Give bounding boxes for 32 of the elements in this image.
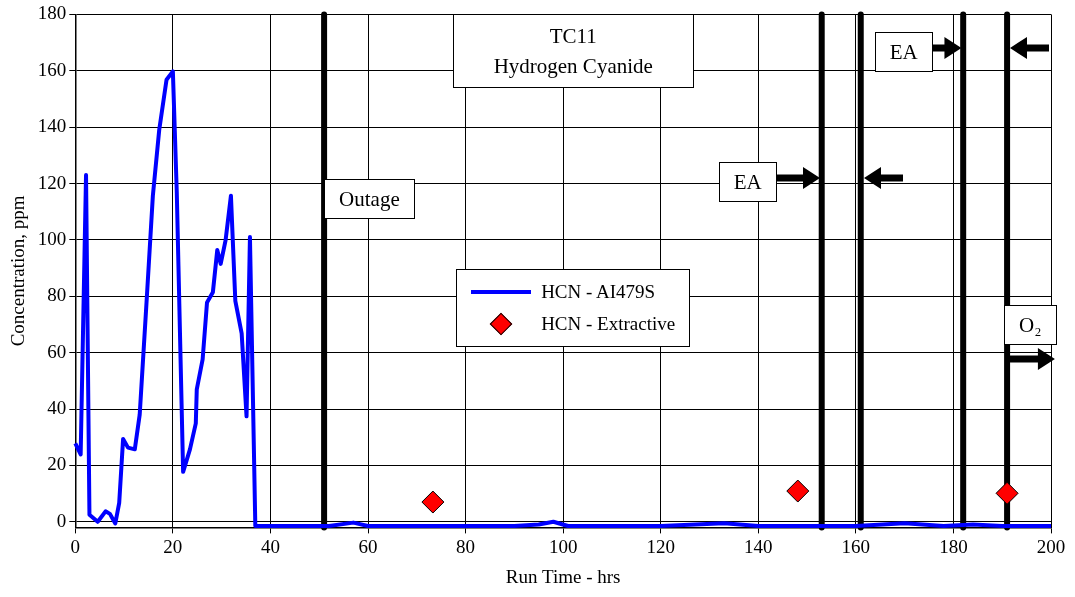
x-tick-label: 140 bbox=[744, 535, 773, 557]
x-axis-title: Run Time - hrs bbox=[505, 565, 621, 587]
x-tick-label: 60 bbox=[358, 535, 378, 557]
legend-label: HCN - AI479S bbox=[541, 280, 656, 303]
y-tick-label: 100 bbox=[37, 227, 67, 249]
y-tick-label: 40 bbox=[47, 397, 67, 418]
x-tick-label: 0 bbox=[70, 535, 81, 557]
x-tick-label: 80 bbox=[456, 535, 476, 557]
y-tick-label: 60 bbox=[47, 340, 67, 362]
x-tick-label: 20 bbox=[163, 535, 183, 557]
x-tick-label: 200 bbox=[1036, 535, 1066, 557]
y-tick-label: 20 bbox=[47, 453, 67, 475]
annotation: Outage bbox=[324, 178, 415, 219]
y-axis-title: Concentration, ppm bbox=[7, 195, 29, 347]
y-tick-label: 120 bbox=[37, 171, 67, 193]
y-tick-label: 160 bbox=[37, 58, 67, 80]
x-tick-label: 120 bbox=[646, 535, 675, 557]
x-tick-label: 100 bbox=[548, 535, 578, 557]
y-tick-label: 80 bbox=[47, 284, 67, 306]
point bbox=[995, 481, 1019, 505]
point bbox=[786, 479, 810, 503]
x-tick-label: 40 bbox=[260, 535, 280, 557]
y-tick-label: 180 bbox=[37, 2, 67, 24]
annotation: EA bbox=[718, 161, 777, 202]
x-tick-label: 160 bbox=[841, 535, 871, 557]
legend-label: HCN - Extractive bbox=[541, 312, 676, 335]
y-tick-label: 140 bbox=[37, 115, 67, 137]
x-tick-label: 180 bbox=[939, 535, 968, 557]
y-tick-label: 0 bbox=[56, 509, 67, 531]
annotation: O₂ bbox=[1004, 305, 1057, 346]
annotation: EA bbox=[874, 32, 933, 73]
point bbox=[421, 490, 445, 514]
